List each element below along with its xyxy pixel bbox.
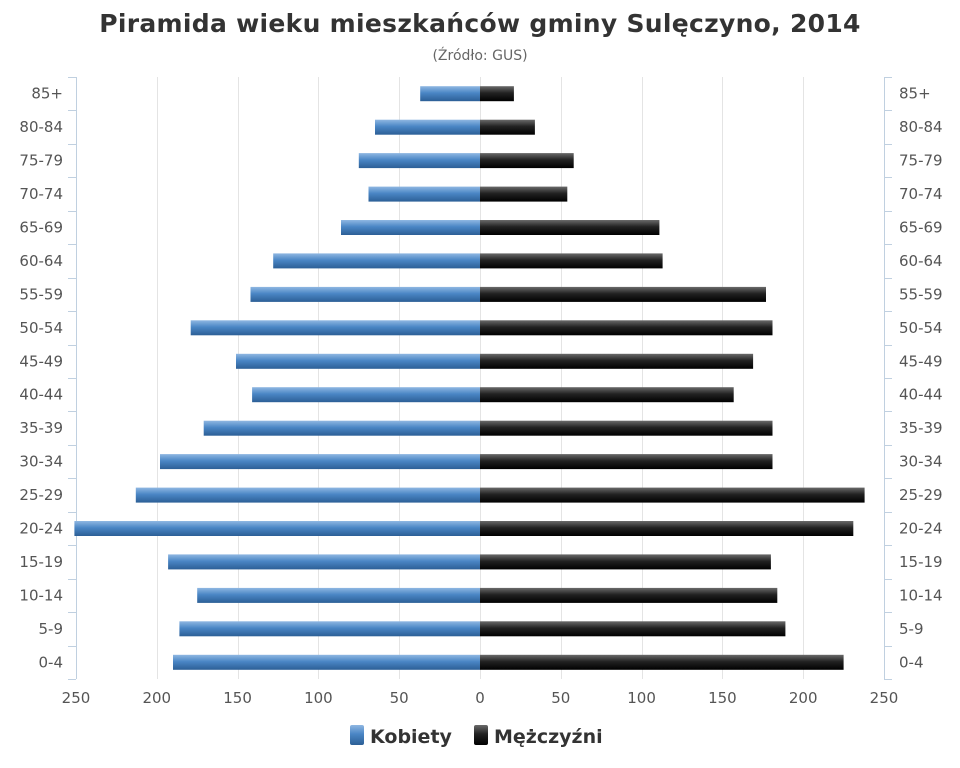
y-label-left: 45-49: [19, 352, 63, 370]
bar-mezczyzni-60-64[interactable]: [480, 253, 663, 269]
x-axis-labels: 250 200 150 100 50 0 50 100 150 200 250: [62, 689, 899, 707]
chart-subtitle: (Źródło: GUS): [432, 46, 527, 64]
bar-kobiety-35-39[interactable]: [203, 420, 480, 436]
y-label-left: 60-64: [19, 252, 63, 270]
y-label-left: 50-54: [19, 319, 63, 337]
y-label-left: 10-14: [19, 586, 63, 604]
legend-item-kobiety[interactable]: Kobiety: [350, 725, 453, 748]
y-label-right: 15-19: [899, 553, 943, 571]
y-label-right: 50-54: [899, 319, 943, 337]
y-label-left: 80-84: [19, 118, 63, 136]
y-label-right: 20-24: [899, 520, 943, 538]
bar-mezczyzni-65-69[interactable]: [480, 220, 660, 235]
y-label-left: 0-4: [39, 653, 64, 671]
y-label-left: 70-74: [19, 185, 63, 203]
y-label-left: 40-44: [19, 386, 63, 404]
bar-kobiety-25-29[interactable]: [135, 487, 481, 503]
legend: Kobiety Mężczyźni: [350, 725, 603, 748]
bar-kobiety-0-4[interactable]: [173, 654, 480, 670]
grid-lines: [157, 77, 804, 679]
bar-mezczyzni-70-74[interactable]: [480, 186, 568, 202]
bar-mezczyzni-45-49[interactable]: [480, 353, 754, 369]
bar-mezczyzni-25-29[interactable]: [480, 487, 865, 503]
y-label-right: 0-4: [899, 653, 924, 671]
y-label-right: 70-74: [899, 185, 943, 203]
x-tick-label: 50: [390, 689, 409, 707]
y-label-right: 30-34: [899, 453, 943, 471]
bar-mezczyzni-5-9[interactable]: [480, 621, 786, 637]
bar-kobiety-10-14[interactable]: [197, 587, 480, 603]
y-label-left: 65-69: [19, 219, 63, 237]
legend-item-mezczyzni[interactable]: Mężczyźni: [474, 725, 603, 748]
bar-mezczyzni-40-44[interactable]: [480, 387, 734, 403]
bar-kobiety-60-64[interactable]: [273, 253, 480, 269]
y-label-right: 40-44: [899, 386, 943, 404]
x-tick-label: 100: [304, 689, 333, 707]
y-label-right: 25-29: [899, 486, 943, 504]
y-label-right: 55-59: [899, 285, 943, 303]
legend-label-mezczyzni: Mężczyźni: [494, 726, 603, 748]
bar-mezczyzni-75-79[interactable]: [480, 153, 574, 169]
y-label-left: 15-19: [19, 553, 63, 571]
y-label-left: 35-39: [19, 419, 63, 437]
y-label-left: 75-79: [19, 152, 63, 170]
x-tick-label: 200: [789, 689, 818, 707]
bar-kobiety-20-24[interactable]: [74, 521, 481, 536]
y-label-right: 35-39: [899, 419, 943, 437]
bar-mezczyzni-50-54[interactable]: [480, 320, 773, 336]
bar-mezczyzni-20-24[interactable]: [480, 521, 854, 536]
bar-mezczyzni-10-14[interactable]: [480, 587, 778, 603]
bar-kobiety-5-9[interactable]: [179, 621, 480, 637]
axes: [68, 77, 892, 680]
y-label-left: 30-34: [19, 453, 63, 471]
y-label-right: 10-14: [899, 586, 943, 604]
chart-title: Piramida wieku mieszkańców gminy Sulęczy…: [99, 9, 860, 38]
bar-kobiety-65-69[interactable]: [341, 220, 480, 235]
x-tick-label: 100: [627, 689, 656, 707]
x-tick-label: 250: [870, 689, 899, 707]
y-label-right: 60-64: [899, 252, 943, 270]
x-tick-label: 0: [475, 689, 485, 707]
y-label-right: 65-69: [899, 219, 943, 237]
bar-mezczyzni-35-39[interactable]: [480, 420, 773, 436]
bar-kobiety-55-59[interactable]: [250, 286, 481, 302]
bar-kobiety-50-54[interactable]: [190, 320, 480, 336]
bar-mezczyzni-85+[interactable]: [480, 86, 514, 102]
bar-kobiety-75-79[interactable]: [358, 153, 480, 169]
y-axis-right-labels: 85+ 80-84 75-79 70-74 65-69 60-64 55-59 50-54 45…: [899, 85, 943, 672]
y-label-left: 85+: [31, 85, 63, 103]
x-tick-label: 150: [708, 689, 737, 707]
y-label-right: 85+: [899, 85, 931, 103]
legend-swatch-mezczyzni: [474, 725, 488, 745]
y-label-right: 75-79: [899, 152, 943, 170]
x-tick-label: 150: [223, 689, 252, 707]
legend-swatch-kobiety: [350, 725, 364, 745]
x-tick-label: 50: [551, 689, 570, 707]
x-tick-label: 200: [142, 689, 171, 707]
bar-mezczyzni-55-59[interactable]: [480, 286, 766, 302]
bars: [74, 86, 865, 670]
bar-kobiety-85+[interactable]: [420, 86, 480, 102]
y-label-right: 80-84: [899, 118, 943, 136]
bar-kobiety-80-84[interactable]: [375, 119, 480, 135]
x-tick-label: 250: [62, 689, 91, 707]
bar-mezczyzni-30-34[interactable]: [480, 454, 773, 470]
bar-kobiety-70-74[interactable]: [368, 186, 481, 202]
bar-kobiety-45-49[interactable]: [236, 353, 480, 369]
bar-mezczyzni-0-4[interactable]: [480, 654, 844, 670]
bar-mezczyzni-80-84[interactable]: [480, 119, 535, 135]
bar-kobiety-30-34[interactable]: [160, 454, 480, 470]
bar-kobiety-15-19[interactable]: [168, 554, 480, 570]
y-label-left: 25-29: [19, 486, 63, 504]
y-label-right: 5-9: [899, 620, 924, 638]
y-label-left: 5-9: [39, 620, 64, 638]
y-axis-left-labels: 85+ 80-84 75-79 70-74 65-69 60-64 55-59 50-54 45…: [19, 85, 63, 672]
y-label-left: 55-59: [19, 285, 63, 303]
y-label-left: 20-24: [19, 520, 63, 538]
y-label-right: 45-49: [899, 352, 943, 370]
legend-label-kobiety: Kobiety: [370, 726, 453, 748]
bar-kobiety-40-44[interactable]: [252, 387, 480, 403]
bar-mezczyzni-15-19[interactable]: [480, 554, 771, 570]
